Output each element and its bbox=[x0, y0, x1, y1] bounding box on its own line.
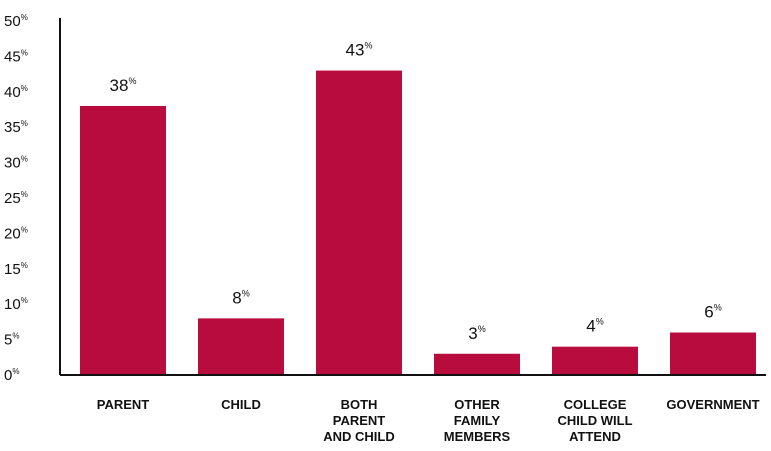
data-label: 3% bbox=[468, 324, 485, 343]
bar bbox=[80, 105, 166, 376]
data-labels: 38% 8% 43% 3% 4% 6% bbox=[110, 41, 722, 343]
bar bbox=[670, 332, 756, 375]
x-tick-label: GOVERNMENT bbox=[666, 397, 759, 412]
y-tick-label: 35% bbox=[4, 119, 28, 136]
y-tick-label: 0% bbox=[4, 367, 19, 384]
x-tick-label: OTHER FAMILY MEMBERS bbox=[444, 397, 511, 444]
data-label: 43% bbox=[346, 41, 373, 60]
x-tick-label: PARENT bbox=[97, 397, 150, 412]
x-tick-label: CHILD bbox=[221, 397, 261, 412]
y-tick-label: 50% bbox=[4, 13, 28, 30]
y-tick-label: 30% bbox=[4, 155, 28, 172]
bar bbox=[316, 70, 402, 375]
category-labels: PARENT CHILD BOTH PARENT AND CHILD OTHER FAMIL… bbox=[97, 397, 760, 444]
y-tick-label: 15% bbox=[4, 261, 28, 278]
data-label: 8% bbox=[232, 288, 249, 307]
y-tick-label: 40% bbox=[4, 84, 28, 101]
y-tick-label: 25% bbox=[4, 190, 28, 207]
bar bbox=[552, 346, 638, 375]
bars bbox=[80, 70, 756, 376]
x-tick-label: BOTH PARENT AND CHILD bbox=[323, 397, 395, 444]
data-label: 4% bbox=[586, 317, 603, 336]
y-tick-label: 10% bbox=[4, 296, 28, 313]
x-tick-label: COLLEGE CHILD WILL ATTEND bbox=[557, 397, 632, 444]
y-tick-label: 20% bbox=[4, 225, 28, 242]
y-tick-label: 5% bbox=[4, 332, 19, 349]
data-label: 38% bbox=[110, 76, 137, 95]
y-axis-ticks: 0% 5% 10% 15% 20% 25% 30% 35% 40% 45% 50% bbox=[4, 13, 28, 384]
bar bbox=[198, 318, 284, 375]
data-label: 6% bbox=[704, 303, 721, 322]
bar bbox=[434, 353, 520, 375]
y-tick-label: 45% bbox=[4, 48, 28, 65]
